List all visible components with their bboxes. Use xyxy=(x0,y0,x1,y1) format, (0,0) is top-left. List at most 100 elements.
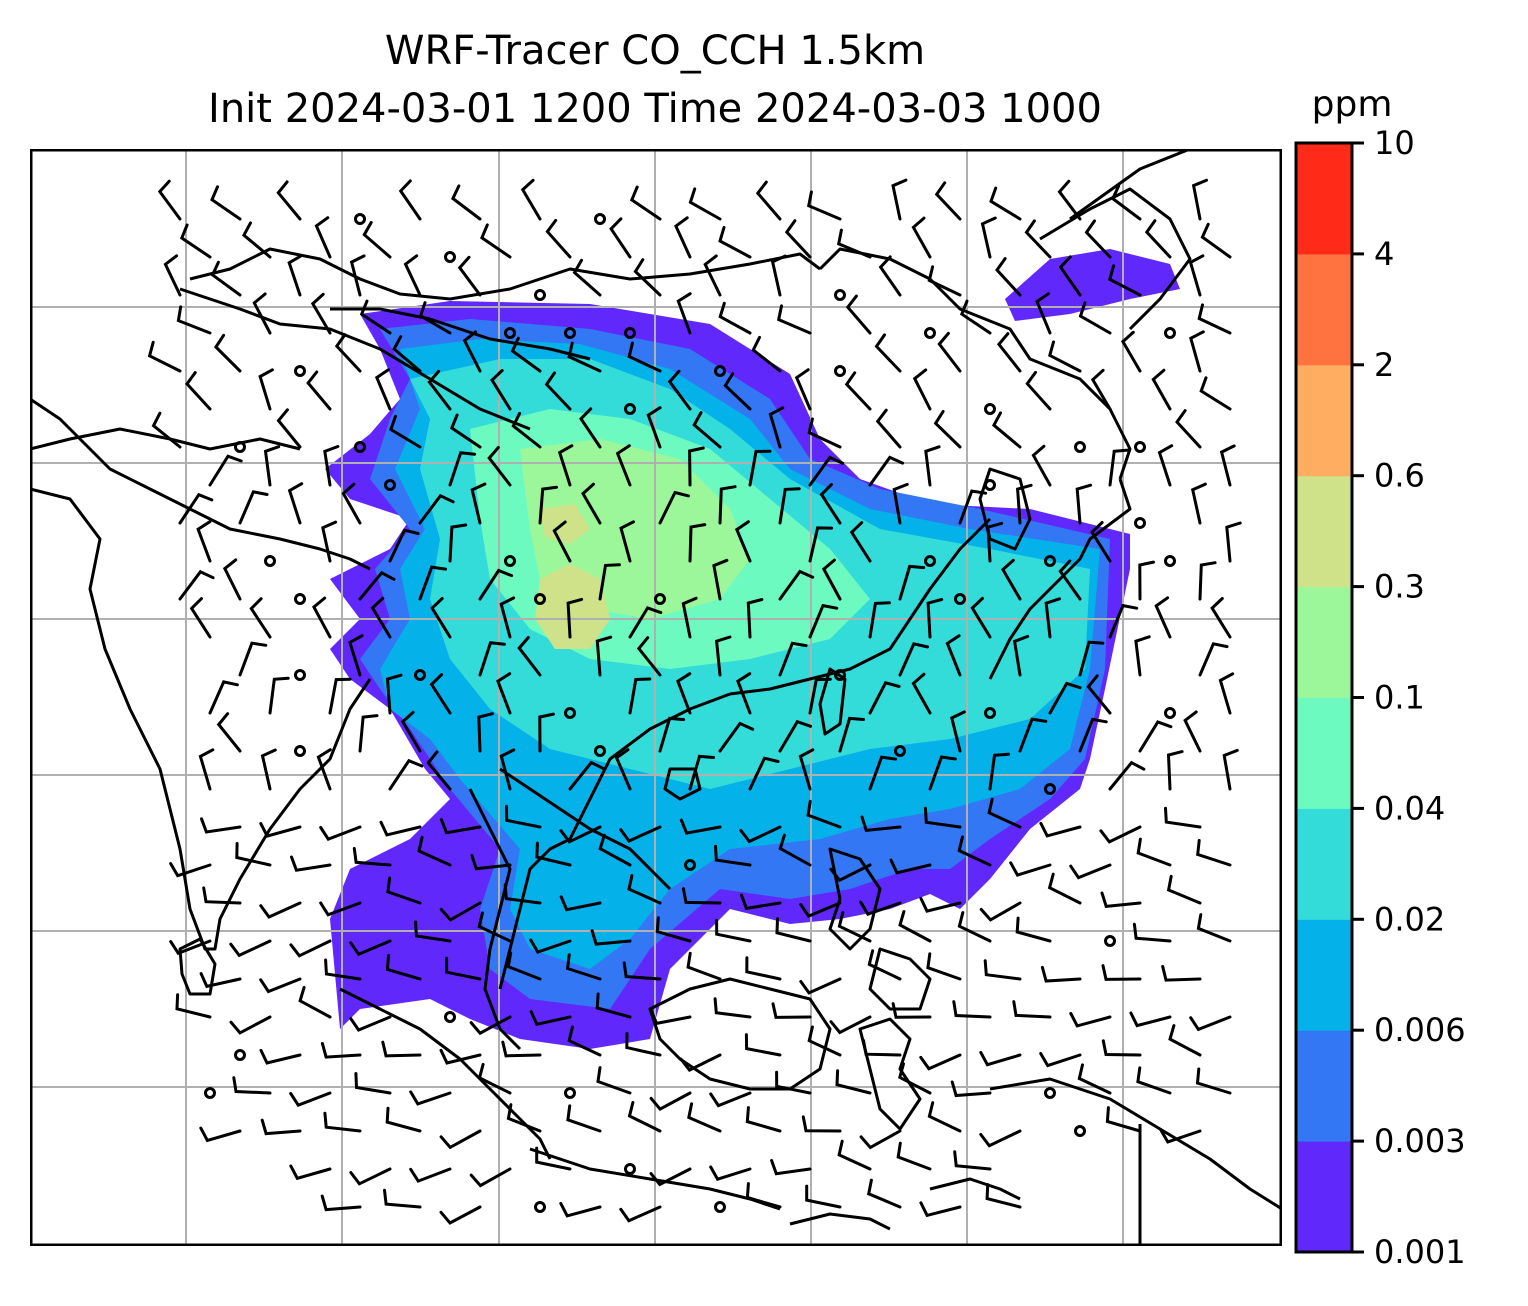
wind-barb xyxy=(439,901,482,922)
wind-barb xyxy=(1189,330,1205,373)
wind-barb xyxy=(505,804,542,829)
wind-barb xyxy=(1159,1128,1202,1144)
wind-barb xyxy=(1048,340,1082,373)
wind-barb xyxy=(649,1009,692,1026)
wind-barb xyxy=(506,951,542,981)
wind-barb xyxy=(775,1070,812,1095)
wind-barb xyxy=(1078,640,1105,677)
wind-barb xyxy=(260,748,277,791)
wind-barb xyxy=(259,822,302,838)
wind-barb xyxy=(674,216,692,259)
colorbar: ppm 0.001 0.003 0.006 0.02 0.04 0.1 0.3 0.6 2 4 10 xyxy=(1294,84,1466,1271)
wind-barb xyxy=(439,1129,482,1150)
wind-barb xyxy=(995,257,1022,297)
wind-barb xyxy=(385,1106,422,1133)
wind-barb xyxy=(919,896,962,913)
wind-barb xyxy=(958,489,988,525)
wind-barb xyxy=(354,1072,392,1095)
wind-barb xyxy=(511,411,542,449)
wind-barb xyxy=(320,1042,362,1059)
calm-wind-marker xyxy=(1074,441,1086,453)
wind-barb xyxy=(1000,558,1022,601)
wind-barb xyxy=(1090,368,1112,411)
wind-barb xyxy=(289,1164,332,1181)
colorbar-block-0 xyxy=(1296,1141,1352,1253)
wind-barb xyxy=(778,569,815,601)
wind-barb xyxy=(866,1178,902,1209)
wind-barb xyxy=(529,938,572,954)
wind-barb xyxy=(709,1091,752,1108)
wind-barb xyxy=(658,490,690,525)
wind-barb xyxy=(1058,559,1082,601)
wind-barb xyxy=(208,680,239,715)
wind-barb xyxy=(229,939,272,958)
wind-barb xyxy=(755,180,782,221)
colorbar-blocks xyxy=(1296,143,1352,1253)
calm-wind-marker xyxy=(534,289,546,301)
wind-barb xyxy=(874,333,902,373)
wind-barb xyxy=(868,455,905,487)
calm-wind-marker xyxy=(714,1201,726,1213)
wind-barb xyxy=(469,1015,512,1036)
calm-wind-marker xyxy=(714,365,726,377)
calm-wind-marker xyxy=(624,327,636,339)
wind-barb xyxy=(449,413,482,449)
wind-barb xyxy=(439,1205,482,1225)
calm-wind-marker xyxy=(834,289,846,301)
wind-barb xyxy=(163,254,182,297)
wind-barb xyxy=(501,1040,542,1058)
wind-barb xyxy=(1166,874,1202,905)
wind-barb xyxy=(829,863,872,883)
wind-barb xyxy=(806,799,842,829)
wind-barb xyxy=(596,1066,632,1095)
wind-barb xyxy=(319,901,362,917)
wind-barb xyxy=(718,485,737,525)
wind-barb xyxy=(945,634,962,677)
wind-barb xyxy=(383,1188,422,1209)
wind-barb xyxy=(595,635,613,677)
calm-wind-marker xyxy=(504,327,516,339)
wind-barb xyxy=(718,226,752,259)
wind-barb xyxy=(723,372,752,411)
wind-barb xyxy=(679,818,722,835)
wind-barb xyxy=(770,254,787,297)
wind-barb xyxy=(996,332,1022,373)
colorbar-unit-label: ppm xyxy=(1312,84,1393,125)
wind-barb xyxy=(629,185,662,221)
wind-barb xyxy=(510,336,542,373)
wind-barb xyxy=(323,1111,362,1133)
wind-barb xyxy=(681,887,722,905)
wind-barb xyxy=(538,485,559,525)
colorbar-tick-label: 0.003 xyxy=(1374,1122,1466,1160)
wind-barb xyxy=(157,179,182,221)
calm-wind-marker xyxy=(834,669,846,681)
wind-barb xyxy=(568,760,606,791)
wind-barb xyxy=(439,1048,482,1065)
wind-barb xyxy=(1084,219,1112,259)
calm-wind-marker xyxy=(1164,327,1176,339)
wind-barb xyxy=(202,886,242,905)
wind-barb xyxy=(448,523,468,563)
calm-wind-marker xyxy=(444,1011,456,1023)
wind-barb xyxy=(276,408,302,449)
wind-barb xyxy=(418,301,452,335)
wind-barb xyxy=(1110,184,1142,221)
wind-barb xyxy=(470,482,487,525)
wind-barb xyxy=(258,368,274,411)
wind-barb xyxy=(1222,748,1239,791)
wind-barb xyxy=(314,216,332,259)
wind-barb xyxy=(1210,597,1232,639)
wind-barb xyxy=(1090,521,1112,563)
wind-barb xyxy=(892,482,909,525)
wind-barb xyxy=(311,596,332,639)
wind-barb xyxy=(1136,1066,1172,1095)
wind-barb xyxy=(199,972,242,989)
map-frame xyxy=(30,149,1282,1246)
wind-barb xyxy=(679,1053,722,1072)
wind-barb xyxy=(418,565,447,601)
wind-barb xyxy=(310,292,332,335)
wind-barb xyxy=(320,1194,362,1212)
wind-barb xyxy=(983,959,1022,981)
wind-barb xyxy=(287,254,303,297)
wind-barb xyxy=(430,597,452,639)
